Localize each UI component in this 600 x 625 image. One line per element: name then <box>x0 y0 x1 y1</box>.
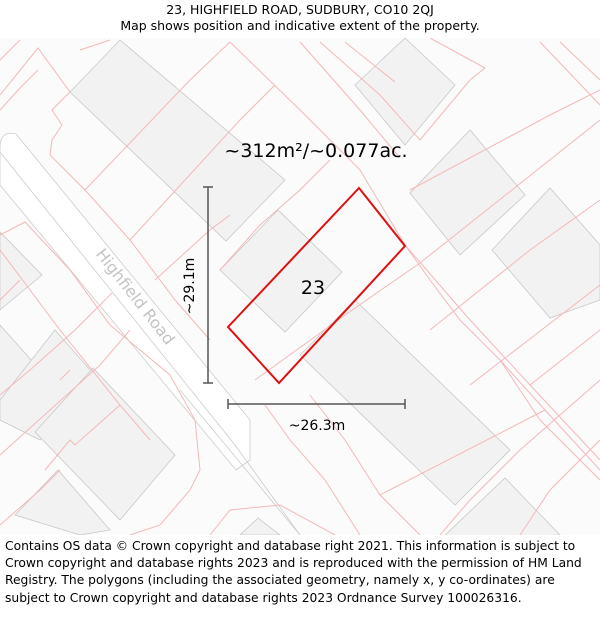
copyright-attribution: Contains OS data © Crown copyright and d… <box>5 539 582 605</box>
width-measure-line <box>227 399 406 409</box>
buildings <box>0 38 600 535</box>
plot-number-label: 23 <box>301 277 325 299</box>
area-label: ~312m²/~0.077ac. <box>224 140 407 162</box>
parcel-boundaries <box>0 38 600 535</box>
property-address: 23, HIGHFIELD ROAD, SUDBURY, CO10 2QJ <box>166 2 434 17</box>
map-subtitle: Map shows position and indicative extent… <box>120 18 480 33</box>
height-measure-line <box>203 186 213 384</box>
property-boundary[interactable] <box>226 186 407 385</box>
map-header: 23, HIGHFIELD ROAD, SUDBURY, CO10 2QJ Ma… <box>0 0 600 38</box>
width-measure-label: ~26.3m <box>289 418 346 434</box>
height-measure-label: ~29.1m <box>182 258 198 315</box>
property-map[interactable]: ~312m²/~0.077ac. 23 ~29.1m ~26.3m Highfi… <box>0 38 600 535</box>
